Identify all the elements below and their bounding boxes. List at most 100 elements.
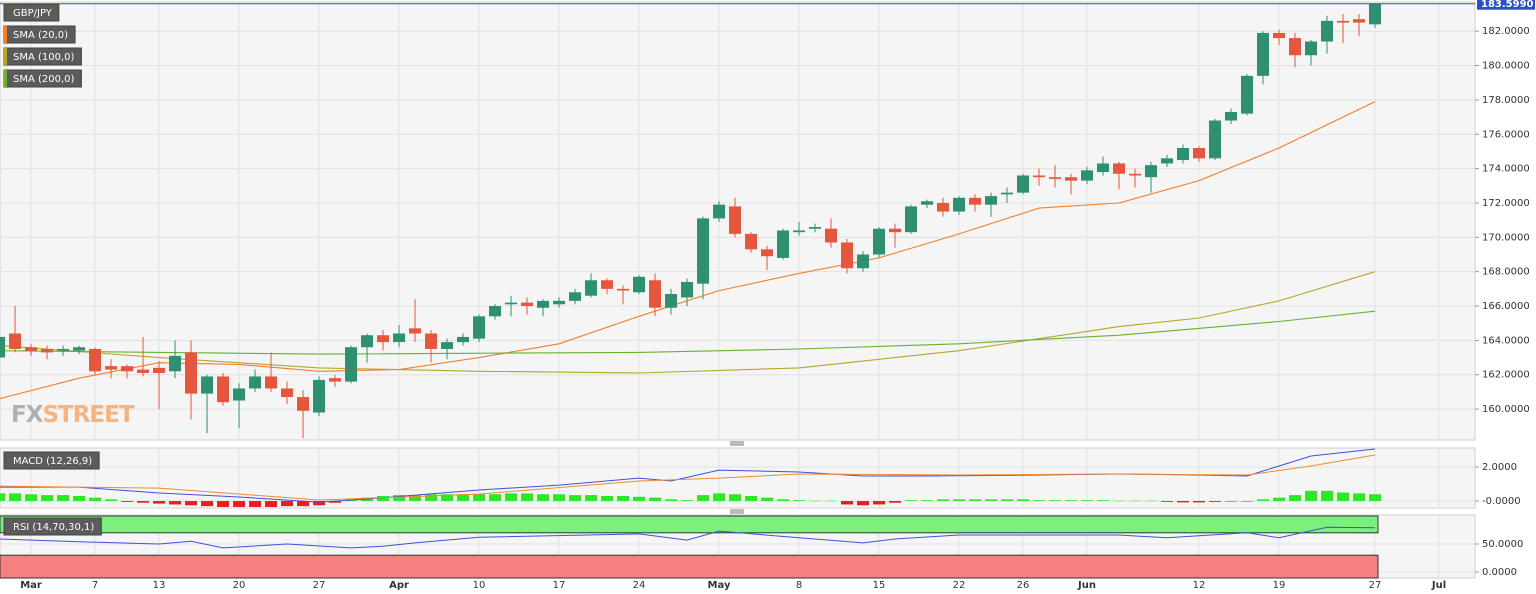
candle-body — [745, 233, 758, 250]
y-tick-label: 2.0000 — [1482, 462, 1517, 473]
histogram-bar — [137, 501, 150, 503]
histogram-bar — [729, 494, 742, 502]
x-tick-label: 7 — [92, 580, 98, 591]
candle-body — [41, 348, 54, 353]
candle-body — [1097, 163, 1110, 173]
legend-box — [3, 517, 102, 536]
candle-body — [681, 281, 694, 298]
candle-body — [633, 276, 646, 293]
candle-body — [713, 204, 726, 219]
candle-body — [1033, 175, 1046, 178]
resize-handle — [730, 509, 744, 514]
y-tick-label: 178.0000 — [1482, 95, 1530, 106]
overbought-band — [0, 515, 1379, 534]
histogram-bar — [633, 496, 646, 502]
legend-swatch — [4, 48, 7, 65]
candle-body — [1337, 20, 1350, 23]
x-tick-label: Jul — [1431, 580, 1446, 591]
candle-body — [249, 376, 262, 389]
y-tick-label: 176.0000 — [1482, 129, 1530, 140]
histogram-bar — [585, 495, 598, 502]
histogram-bar — [1305, 490, 1318, 502]
candle-body — [1177, 148, 1190, 161]
y-tick-label: 174.0000 — [1482, 164, 1530, 175]
candle-body — [1273, 32, 1286, 39]
candle-body — [1289, 38, 1302, 56]
x-tick-label: Jun — [1077, 580, 1096, 591]
histogram-bar — [89, 497, 102, 502]
legend-box — [3, 3, 60, 22]
candle-body — [153, 367, 166, 374]
candle-body — [1369, 3, 1382, 25]
candle-body — [585, 280, 598, 296]
histogram-bar — [761, 497, 774, 502]
histogram-bar — [1129, 500, 1142, 502]
candle-body — [1305, 41, 1318, 56]
histogram-bar — [985, 499, 998, 502]
histogram-bar — [569, 495, 582, 502]
y-tick-label: -0.0000 — [1482, 496, 1521, 507]
x-tick-label: Mar — [20, 580, 42, 591]
candle-body — [233, 388, 246, 401]
legend-swatch — [4, 26, 7, 43]
oversold-band — [0, 554, 1379, 579]
histogram-bar — [921, 500, 934, 502]
histogram-bar — [617, 495, 630, 502]
histogram-bar — [25, 494, 38, 502]
x-tick-label: 26 — [1017, 580, 1030, 591]
histogram-bar — [1289, 495, 1302, 502]
x-tick-label: 12 — [1193, 580, 1206, 591]
candle-body — [1145, 165, 1158, 178]
histogram-bar — [665, 499, 678, 502]
candle-body — [409, 328, 422, 334]
histogram-bar — [1257, 499, 1270, 502]
candle-body — [217, 376, 230, 403]
candle-body — [73, 347, 86, 351]
histogram-bar — [809, 500, 822, 502]
histogram-bar — [505, 493, 518, 502]
histogram-bar — [601, 495, 614, 502]
candle-body — [905, 206, 918, 233]
x-tick-label: 19 — [1273, 580, 1286, 591]
y-tick-label: 0.0000 — [1482, 567, 1517, 578]
candle-body — [473, 316, 486, 339]
histogram-bar — [281, 501, 294, 507]
candle-body — [393, 333, 406, 343]
legend-label: GBP/JPY — [13, 8, 53, 19]
histogram-bar — [777, 499, 790, 502]
x-tick-label: 17 — [553, 580, 566, 591]
candle-body — [9, 333, 22, 349]
histogram-bar — [217, 501, 230, 507]
candle-body — [953, 197, 966, 212]
histogram-bar — [441, 494, 454, 502]
candle-body — [361, 335, 374, 348]
y-tick-label: 162.0000 — [1482, 370, 1530, 381]
last-price-label: 183.5990 — [1481, 0, 1534, 10]
histogram-bar — [1001, 499, 1014, 502]
candle-body — [665, 294, 678, 308]
x-tick-label: 10 — [473, 580, 486, 591]
candle-body — [553, 300, 566, 305]
histogram-bar — [681, 500, 694, 502]
histogram-bar — [1209, 501, 1222, 502]
candle-body — [521, 302, 534, 307]
legend-label: RSI (14,70,30,1) — [13, 522, 94, 533]
candle-body — [825, 228, 838, 243]
histogram-bar — [1049, 500, 1062, 502]
candle-body — [1049, 177, 1062, 179]
candle-body — [281, 388, 294, 398]
candle-body — [1161, 158, 1174, 164]
candle-body — [569, 292, 582, 301]
histogram-bar — [937, 499, 950, 502]
y-tick-label: 170.0000 — [1482, 232, 1530, 243]
x-tick-label: 13 — [153, 580, 166, 591]
histogram-bar — [425, 494, 438, 502]
x-tick-label: 20 — [233, 580, 246, 591]
legend-label: MACD (12,26,9) — [13, 456, 92, 467]
candle-body — [25, 347, 38, 351]
candle-body — [57, 348, 70, 351]
candle-body — [1065, 177, 1078, 181]
candle-body — [505, 302, 518, 305]
y-tick-label: 172.0000 — [1482, 198, 1530, 209]
